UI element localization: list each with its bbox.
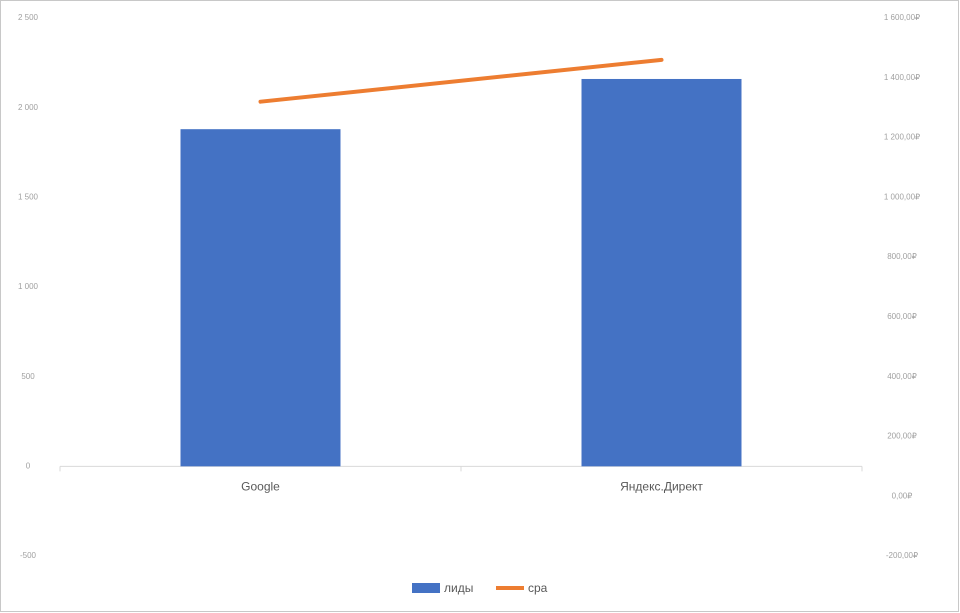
y-tick-label: 500 (21, 372, 35, 381)
y2-tick-label: 600,00₽ (887, 312, 917, 321)
y2-tick-label: 0,00₽ (892, 491, 913, 500)
line (258, 57, 664, 104)
y2-tick-label: 200,00₽ (887, 432, 917, 441)
y2-tick-label: 1 000,00₽ (884, 192, 920, 201)
y-tick-label: -500 (20, 551, 37, 560)
y2-tick-label: 1 200,00₽ (884, 133, 920, 142)
legend-swatch (412, 583, 440, 593)
y2-tick-label: -200,00₽ (886, 551, 918, 560)
y2-tick-label: 1 600,00₽ (884, 13, 920, 22)
y2-tick-label: 400,00₽ (887, 372, 917, 381)
y2-tick-label: 1 400,00₽ (884, 73, 920, 82)
y2-tick-label: 800,00₽ (887, 252, 917, 261)
y-tick-label: 2 000 (18, 103, 39, 112)
y-tick-label: 0 (26, 461, 31, 470)
y-tick-label: 2 500 (18, 13, 39, 22)
legend-label: лиды (444, 581, 473, 595)
legend-label: cpa (528, 581, 548, 595)
x-tick-label: Google (241, 480, 280, 494)
x-tick-label: Яндекс.Директ (620, 480, 703, 494)
bar (180, 129, 341, 467)
y-tick-label: 1 000 (18, 282, 39, 291)
y-tick-label: 1 500 (18, 192, 39, 201)
bar (581, 78, 742, 467)
